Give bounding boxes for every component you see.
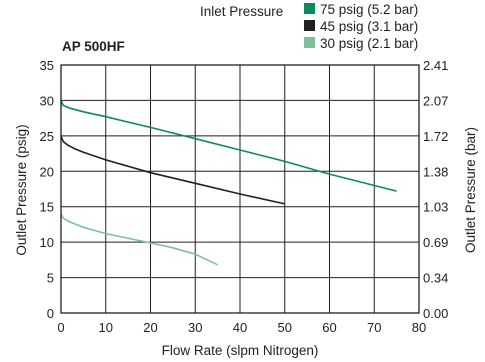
x-tick-label: 30 <box>188 320 202 335</box>
series-line <box>60 213 218 266</box>
y-tick-label: 0 <box>47 306 54 321</box>
x-ticks: 0 10 20 30 40 50 60 70 80 <box>57 320 426 335</box>
y-axis-label: Outlet Pressure (psig) <box>14 124 29 255</box>
x-tick-label: 0 <box>57 320 64 335</box>
legend-label: 75 psig (5.2 bar) <box>320 2 418 17</box>
x-tick-label: 20 <box>143 320 157 335</box>
legend-swatch <box>304 20 315 31</box>
y2-tick-label: 0.69 <box>423 235 448 250</box>
y2-tick-label: 1.72 <box>423 129 448 144</box>
y2-axis-label: Outlet Pressure (bar) <box>463 127 478 253</box>
x-tick-label: 40 <box>233 320 247 335</box>
y2-tick-label: 1.38 <box>423 164 448 179</box>
y-tick-label: 30 <box>40 93 54 108</box>
x-axis-label: Flow Rate (slpm Nitrogen) <box>162 343 319 358</box>
y-tick-label: 20 <box>40 164 54 179</box>
x-tick-label: 50 <box>278 320 292 335</box>
y-tick-label: 10 <box>40 235 54 250</box>
series-line <box>60 135 285 205</box>
y2-ticks: 0.00 0.34 0.69 1.03 1.38 1.72 2.07 2.41 <box>423 58 448 321</box>
y-tick-label: 35 <box>40 58 54 73</box>
legend: 75 psig (5.2 bar) 45 psig (3.1 bar) 30 psi… <box>304 2 418 51</box>
y-tick-label: 25 <box>40 129 54 144</box>
y2-tick-label: 0.00 <box>423 306 448 321</box>
y2-tick-label: 2.07 <box>423 93 448 108</box>
plot-frame <box>60 64 420 314</box>
chart-title: AP 500HF <box>62 39 125 54</box>
grid <box>61 65 419 313</box>
y-tick-label: 5 <box>47 271 54 286</box>
y-ticks: 0 5 10 15 20 25 30 35 <box>40 58 54 321</box>
y2-tick-label: 2.41 <box>423 58 448 73</box>
series-line <box>60 100 397 192</box>
legend-label: 30 psig (2.1 bar) <box>320 36 418 51</box>
series-group <box>60 100 397 266</box>
legend-title: Inlet Pressure <box>200 4 283 19</box>
x-tick-label: 10 <box>99 320 113 335</box>
legend-label: 45 psig (3.1 bar) <box>320 19 418 34</box>
y2-tick-label: 0.34 <box>423 271 448 286</box>
legend-swatch <box>304 37 315 48</box>
x-tick-label: 80 <box>412 320 426 335</box>
y2-tick-label: 1.03 <box>423 200 448 215</box>
x-tick-label: 60 <box>322 320 336 335</box>
y-tick-label: 15 <box>40 200 54 215</box>
legend-swatch <box>304 3 315 14</box>
x-tick-label: 70 <box>367 320 381 335</box>
